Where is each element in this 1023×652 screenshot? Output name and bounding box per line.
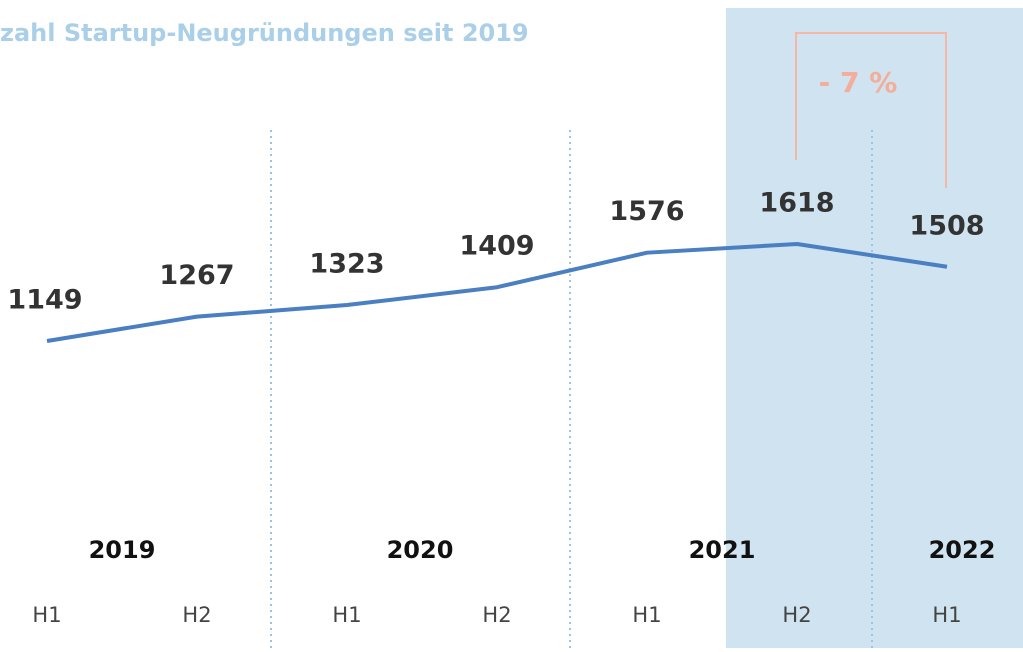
- x-tick-label: H1: [32, 603, 61, 627]
- year-label: 2019: [89, 536, 156, 564]
- x-tick-label: H2: [482, 603, 511, 627]
- x-tick-label: H1: [932, 603, 961, 627]
- x-tick-label: H2: [182, 603, 211, 627]
- highlight-band: [726, 8, 1023, 648]
- data-label: 1576: [609, 196, 684, 227]
- x-tick-label: H2: [782, 603, 811, 627]
- year-label: 2020: [387, 536, 454, 564]
- data-label: 1508: [909, 210, 984, 241]
- x-tick-label: H1: [332, 603, 361, 627]
- data-label: 1267: [159, 260, 234, 291]
- line: [46, 242, 948, 343]
- year-label: 2022: [929, 536, 996, 564]
- data-label: 1149: [7, 285, 82, 316]
- bracket: [795, 32, 947, 188]
- chart-title: zahl Startup-Neugründungen seit 2019: [0, 19, 529, 47]
- x-tick-label: H1: [632, 603, 661, 627]
- year-label: 2021: [689, 536, 756, 564]
- data-label: 1618: [759, 188, 834, 219]
- data-label: 1323: [309, 249, 384, 280]
- data-label: 1409: [459, 231, 534, 262]
- annotation: - 7 %: [819, 66, 898, 99]
- separators: [270, 130, 873, 648]
